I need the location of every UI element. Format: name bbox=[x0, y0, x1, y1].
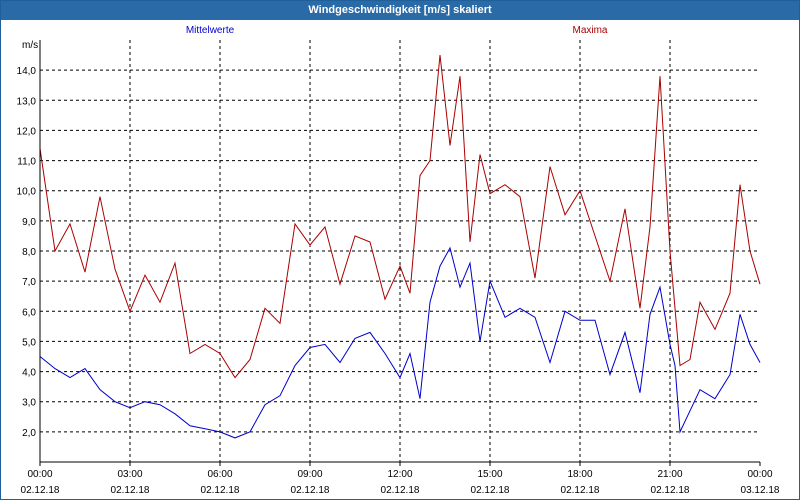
chart-title: Windgeschwindigkeit [m/s] skaliert bbox=[1, 1, 799, 20]
x-tick-time: 03:00 bbox=[117, 469, 142, 480]
x-tick-date: 03.12.18 bbox=[741, 485, 780, 496]
y-tick-label: 3,0 bbox=[22, 398, 36, 409]
x-tick-date: 02.12.18 bbox=[561, 485, 600, 496]
x-tick-time: 12:00 bbox=[387, 469, 412, 480]
grid bbox=[40, 40, 760, 462]
x-tick-date: 02.12.18 bbox=[201, 485, 240, 496]
x-tick-date: 02.12.18 bbox=[21, 485, 60, 496]
x-tick-date: 02.12.18 bbox=[381, 485, 420, 496]
x-tick-date: 02.12.18 bbox=[651, 485, 690, 496]
y-tick-label: 12,0 bbox=[17, 126, 37, 137]
y-tick-label: 8,0 bbox=[22, 247, 36, 258]
x-axis-ticks: 00:00 02.12.18 03:00 02.12.18 06:00 02.12.18 0… bbox=[21, 462, 780, 496]
y-tick-label: 11,0 bbox=[17, 157, 36, 168]
x-tick-time: 21:00 bbox=[657, 469, 682, 480]
x-tick-time: 00:00 bbox=[747, 469, 772, 480]
x-tick-date: 02.12.18 bbox=[291, 485, 330, 496]
y-tick-label: 9,0 bbox=[22, 217, 36, 228]
y-tick-label: 5,0 bbox=[22, 337, 36, 348]
legend-maxima: Maxima bbox=[572, 25, 607, 36]
y-tick-label: 13,0 bbox=[17, 96, 37, 107]
y-tick-label: 6,0 bbox=[22, 307, 36, 318]
x-tick-time: 18:00 bbox=[567, 469, 592, 480]
y-tick-label: 2,0 bbox=[22, 428, 36, 439]
series-line-maxima bbox=[39, 55, 761, 379]
series-line-mittelwerte bbox=[39, 246, 761, 439]
y-tick-label: 10,0 bbox=[17, 187, 37, 198]
legend-mittelwerte: Mittelwerte bbox=[186, 25, 235, 36]
x-tick-time: 09:00 bbox=[297, 469, 322, 480]
y-axis-ticks: 2,0 3,0 4,0 5,0 6,0 7,0 8,0 9,0 10,0 11,0 12,0 13,0… bbox=[17, 66, 37, 439]
y-axis-label: m/s bbox=[22, 40, 38, 51]
series-group bbox=[39, 55, 761, 439]
x-tick-date: 02.12.18 bbox=[111, 485, 150, 496]
x-tick-time: 15:00 bbox=[477, 469, 502, 480]
y-tick-label: 14,0 bbox=[17, 66, 37, 77]
y-tick-label: 7,0 bbox=[22, 277, 36, 288]
x-tick-date: 02.12.18 bbox=[471, 485, 510, 496]
x-tick-time: 06:00 bbox=[207, 469, 232, 480]
x-tick-time: 00:00 bbox=[27, 469, 52, 480]
y-tick-label: 4,0 bbox=[22, 368, 36, 379]
